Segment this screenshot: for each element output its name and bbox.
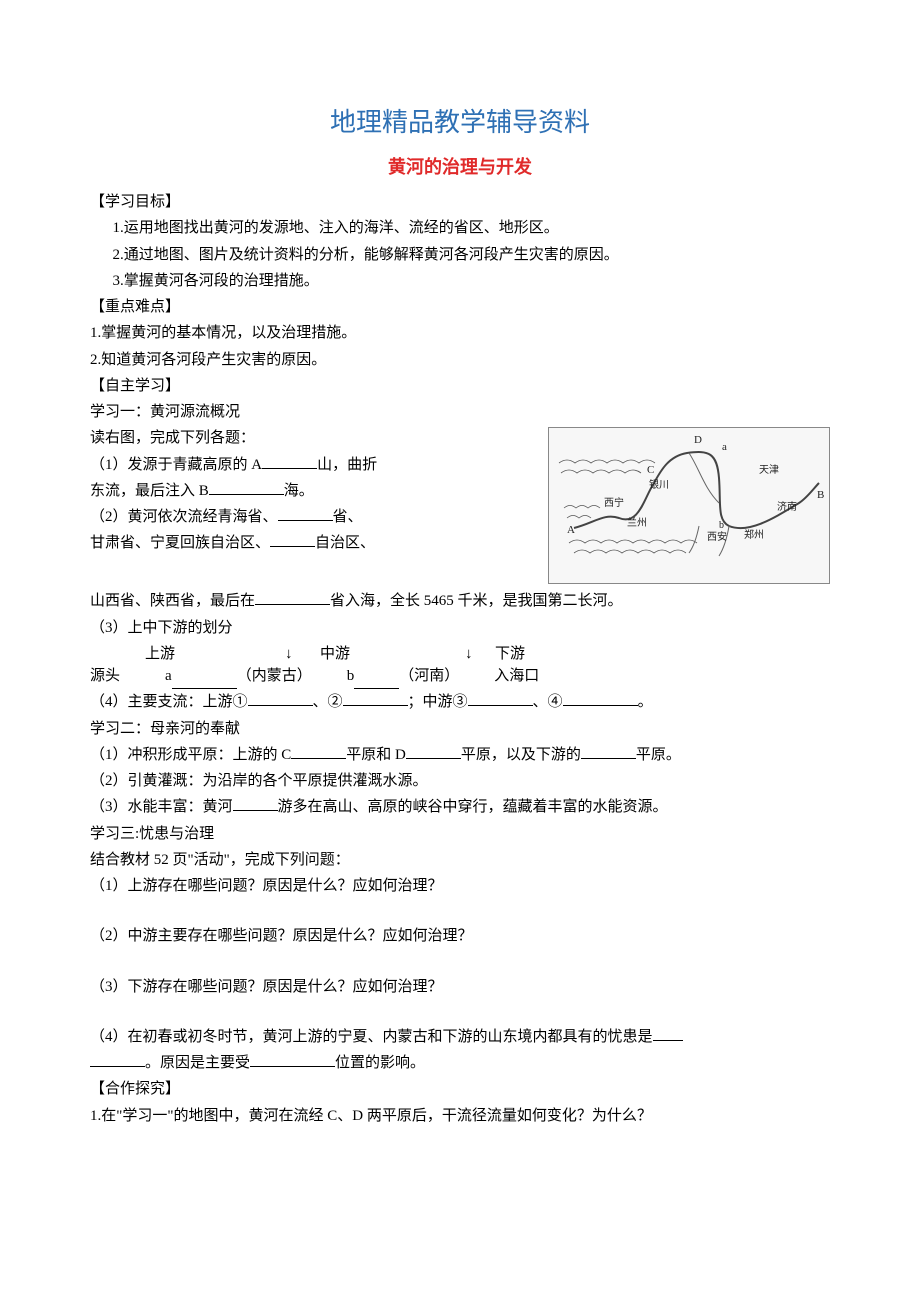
study3-q2: （2）中游主要存在哪些问题？原因是什么？应如何治理？ xyxy=(90,923,830,949)
text: （4）主要支流：上游① xyxy=(90,694,248,710)
map-label-b: b xyxy=(719,520,724,531)
study1-q4: （4）主要支流：上游① 、② ；中游③ 、④ 。 xyxy=(90,689,830,715)
text: 平原和 D xyxy=(346,747,406,763)
text: 省、 xyxy=(333,509,363,525)
text: 山西省、陕西省，最后在 xyxy=(90,593,255,609)
text: 自治区、 xyxy=(315,535,375,551)
study2-q3: （3）水能丰富：黄河 游多在高山、高原的峡谷中穿行，蕴藏着丰富的水能资源。 xyxy=(90,794,830,820)
blank-input[interactable] xyxy=(250,1051,335,1067)
study3-q4: （4）在初春或初冬时节，黄河上游的宁夏、内蒙古和下游的山东境内都具有的忧患是 xyxy=(90,1024,830,1050)
blank-input[interactable] xyxy=(209,479,284,495)
text: 甘肃省、宁夏回族自治区、 xyxy=(90,535,270,551)
blank-input[interactable] xyxy=(233,795,278,811)
blank-input[interactable] xyxy=(255,589,330,605)
text: （1）发源于青藏高原的 A xyxy=(90,457,262,473)
map-label-zhengzhou: 郑州 xyxy=(744,528,764,541)
goal-item: 2.通过地图、图片及统计资料的分析，能够解释黄河各河段产生灾害的原因。 xyxy=(90,242,830,268)
text: 、④ xyxy=(533,694,563,710)
blank-input[interactable] xyxy=(468,690,533,706)
study2-q1: （1）冲积形成平原：上游的 C 平原和 D 平原，以及下游的 平原。 xyxy=(90,742,830,768)
goal-item: 1.运用地图找出黄河的发源地、注入的海洋、流经的省区、地形区。 xyxy=(90,215,830,241)
map-label-C: C xyxy=(647,464,654,476)
map-label-A: A xyxy=(567,524,575,536)
map-label-xining: 西宁 xyxy=(604,496,624,509)
study1-q2-line3: 山西省、陕西省，最后在 省入海，全长 5465 千米，是我国第二长河。 xyxy=(90,588,830,614)
blank-input[interactable] xyxy=(262,453,317,469)
text: 平原，以及下游的 xyxy=(461,747,581,763)
study2-head: 学习二：母亲河的奉献 xyxy=(90,716,830,742)
section-focus-label: 【重点难点】 xyxy=(90,294,830,320)
section-coop-label: 【合作探究】 xyxy=(90,1076,830,1102)
sub-title: 黄河的治理与开发 xyxy=(90,152,830,184)
text: 游多在高山、高原的峡谷中穿行，蕴藏着丰富的水能资源。 xyxy=(278,799,668,815)
study3-intro: 结合教材 52 页"活动"，完成下列问题： xyxy=(90,847,830,873)
stream-source: 源头 xyxy=(90,663,120,689)
map-label-B: B xyxy=(817,489,824,501)
focus-item: 2.知道黄河各河段产生灾害的原因。 xyxy=(90,347,830,373)
study1-head: 学习一：黄河源流概况 xyxy=(90,399,830,425)
map-label-tianjin: 天津 xyxy=(759,464,779,476)
text: 省入海，全长 5465 千米，是我国第二长河。 xyxy=(330,593,623,609)
map-label-D: D xyxy=(694,434,702,446)
stream-sea: 入海口 xyxy=(494,663,539,689)
study3-q1: （1）上游存在哪些问题？原因是什么？应如何治理？ xyxy=(90,873,830,899)
text: （3）水能丰富：黄河 xyxy=(90,799,233,815)
text: b xyxy=(347,663,355,689)
goal-item: 3.掌握黄河各河段的治理措施。 xyxy=(90,268,830,294)
yellow-river-map: D a B 银川 天津 济南 西安 郑州 b 西宁 兰州 C A xyxy=(548,427,830,584)
focus-item: 1.掌握黄河的基本情况，以及治理措施。 xyxy=(90,320,830,346)
study3-q4-line2: 。原因是主要受 位置的影响。 xyxy=(90,1050,830,1076)
section-goals-label: 【学习目标】 xyxy=(90,189,830,215)
blank-input[interactable] xyxy=(343,690,408,706)
text: 。原因是主要受 xyxy=(145,1055,250,1071)
text: 平原。 xyxy=(636,747,681,763)
text: （河南） xyxy=(399,663,459,689)
map-label-jinan: 济南 xyxy=(777,500,797,513)
blank-input[interactable] xyxy=(278,505,333,521)
text: 东流，最后注入 B xyxy=(90,483,209,499)
blank-input[interactable] xyxy=(90,1051,145,1067)
text: （4）在初春或初冬时节，黄河上游的宁夏、内蒙古和下游的山东境内都具有的忧患是 xyxy=(90,1029,653,1045)
main-title: 地理精品教学辅导资料 xyxy=(90,100,830,146)
blank-input[interactable] xyxy=(406,743,461,759)
text: （2）黄河依次流经青海省、 xyxy=(90,509,278,525)
blank-input[interactable] xyxy=(653,1025,683,1041)
blank-input[interactable] xyxy=(581,743,636,759)
map-label-a: a xyxy=(722,441,727,453)
text: 、② xyxy=(313,694,343,710)
text: 海。 xyxy=(284,483,314,499)
text: 。 xyxy=(638,694,653,710)
text: 位置的影响。 xyxy=(335,1055,425,1071)
study1-q3: （3）上中下游的划分 xyxy=(90,615,830,641)
map-label-yinchuan: 银川 xyxy=(649,478,669,491)
blank-input[interactable] xyxy=(354,673,399,689)
text: ；中游③ xyxy=(408,694,468,710)
study3-q3: （3）下游存在哪些问题？原因是什么？应如何治理？ xyxy=(90,974,830,1000)
answer-space[interactable] xyxy=(90,950,830,974)
answer-space[interactable] xyxy=(90,1000,830,1024)
blank-input[interactable] xyxy=(291,743,346,759)
blank-input[interactable] xyxy=(248,690,313,706)
answer-space[interactable] xyxy=(90,899,830,923)
map-label-xian: 西安 xyxy=(707,530,727,543)
coop-q1: 1.在"学习一"的地图中，黄河在流经 C、D 两平原后，干流径流量如何变化？为什… xyxy=(90,1103,830,1129)
study3-head: 学习三:忧患与治理 xyxy=(90,821,830,847)
map-label-lanzhou: 兰州 xyxy=(627,516,647,529)
text: （1）冲积形成平原：上游的 C xyxy=(90,747,291,763)
text: （内蒙古） xyxy=(237,663,312,689)
section-self-label: 【自主学习】 xyxy=(90,373,830,399)
text: 山，曲折 xyxy=(317,457,377,473)
blank-input[interactable] xyxy=(172,673,237,689)
study2-q2: （2）引黄灌溉：为沿岸的各个平原提供灌溉水源。 xyxy=(90,768,830,794)
blank-input[interactable] xyxy=(270,531,315,547)
blank-input[interactable] xyxy=(563,690,638,706)
text: a xyxy=(165,663,172,689)
